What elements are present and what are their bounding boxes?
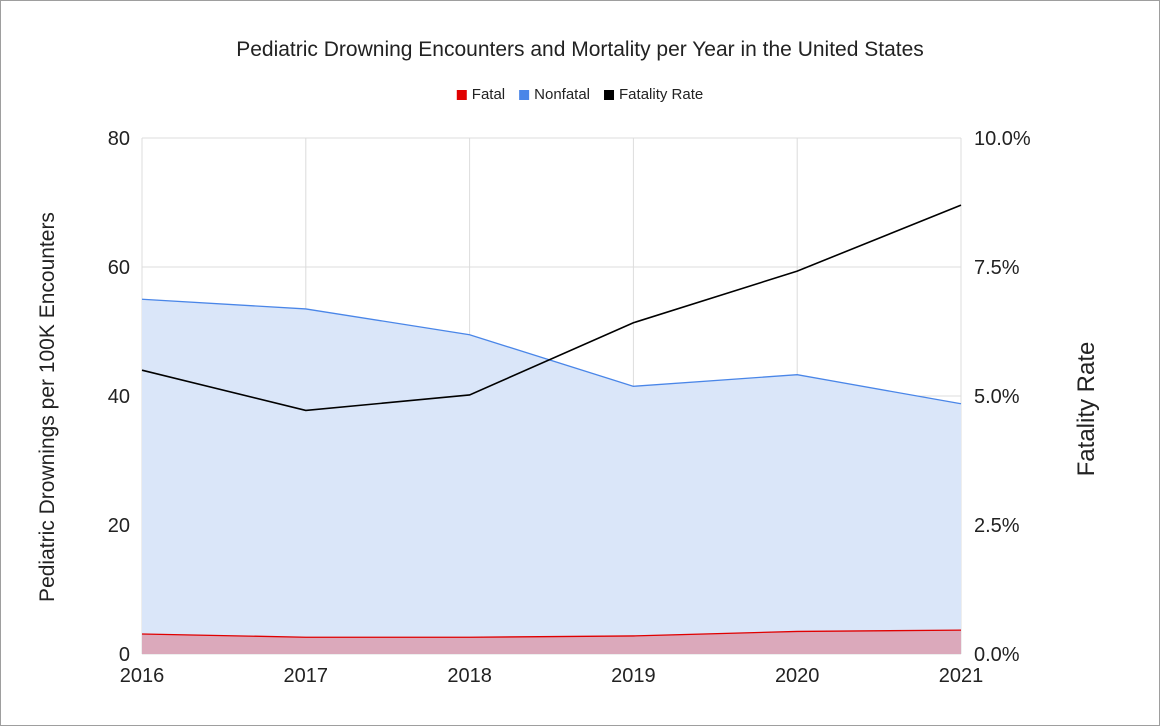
- x-axis-ticks: 2016 2017 2018 2019 2020 2021: [120, 665, 984, 687]
- chart-title: Pediatric Drowning Encounters and Mortal…: [236, 38, 924, 61]
- y2-tick-label: 5.0%: [974, 386, 1020, 408]
- left-axis-ticks: 0 20 40 60 80: [108, 128, 130, 666]
- area-series: [141, 298, 962, 654]
- y2-tick-label: 7.5%: [974, 257, 1020, 279]
- y-axis-label: Pediatric Drownings per 100K Encounters: [36, 212, 59, 602]
- y2-tick-label: 10.0%: [974, 128, 1031, 150]
- legend-swatch-fatality-rate: [604, 90, 615, 100]
- nonfatal-area-fill: [142, 299, 961, 654]
- x-tick-label: 2018: [447, 665, 492, 687]
- legend: Fatal Nonfatal Fatality Rate: [456, 86, 703, 103]
- x-tick-label: 2016: [120, 665, 165, 687]
- y-tick-label: 0: [119, 644, 130, 666]
- fatal-area-line: [141, 629, 962, 638]
- nonfatal-area-line: [141, 298, 962, 405]
- y2-tick-label: 0.0%: [974, 644, 1020, 666]
- y2-axis-label: Fatality Rate: [1073, 342, 1100, 477]
- fatal-area-fill: [142, 630, 961, 654]
- y-tick-label: 60: [108, 257, 130, 279]
- x-tick-label: 2019: [611, 665, 656, 687]
- legend-label-nonfatal: Nonfatal: [534, 86, 590, 103]
- x-tick-label: 2021: [939, 665, 984, 687]
- right-axis-ticks: 0.0% 2.5% 5.0% 7.5% 10.0%: [974, 128, 1031, 666]
- y-tick-label: 20: [108, 515, 130, 537]
- legend-label-fatality-rate: Fatality Rate: [619, 86, 703, 103]
- legend-swatch-fatal: [456, 90, 467, 100]
- legend-swatch-nonfatal: [519, 90, 530, 100]
- y-tick-label: 80: [108, 128, 130, 150]
- legend-label-fatal: Fatal: [472, 86, 505, 103]
- line-series: [141, 204, 962, 412]
- x-tick-label: 2017: [284, 665, 329, 687]
- y2-tick-label: 2.5%: [974, 515, 1020, 537]
- y-tick-label: 40: [108, 386, 130, 408]
- fatality-rate-line: [141, 204, 962, 412]
- x-tick-label: 2020: [775, 665, 820, 687]
